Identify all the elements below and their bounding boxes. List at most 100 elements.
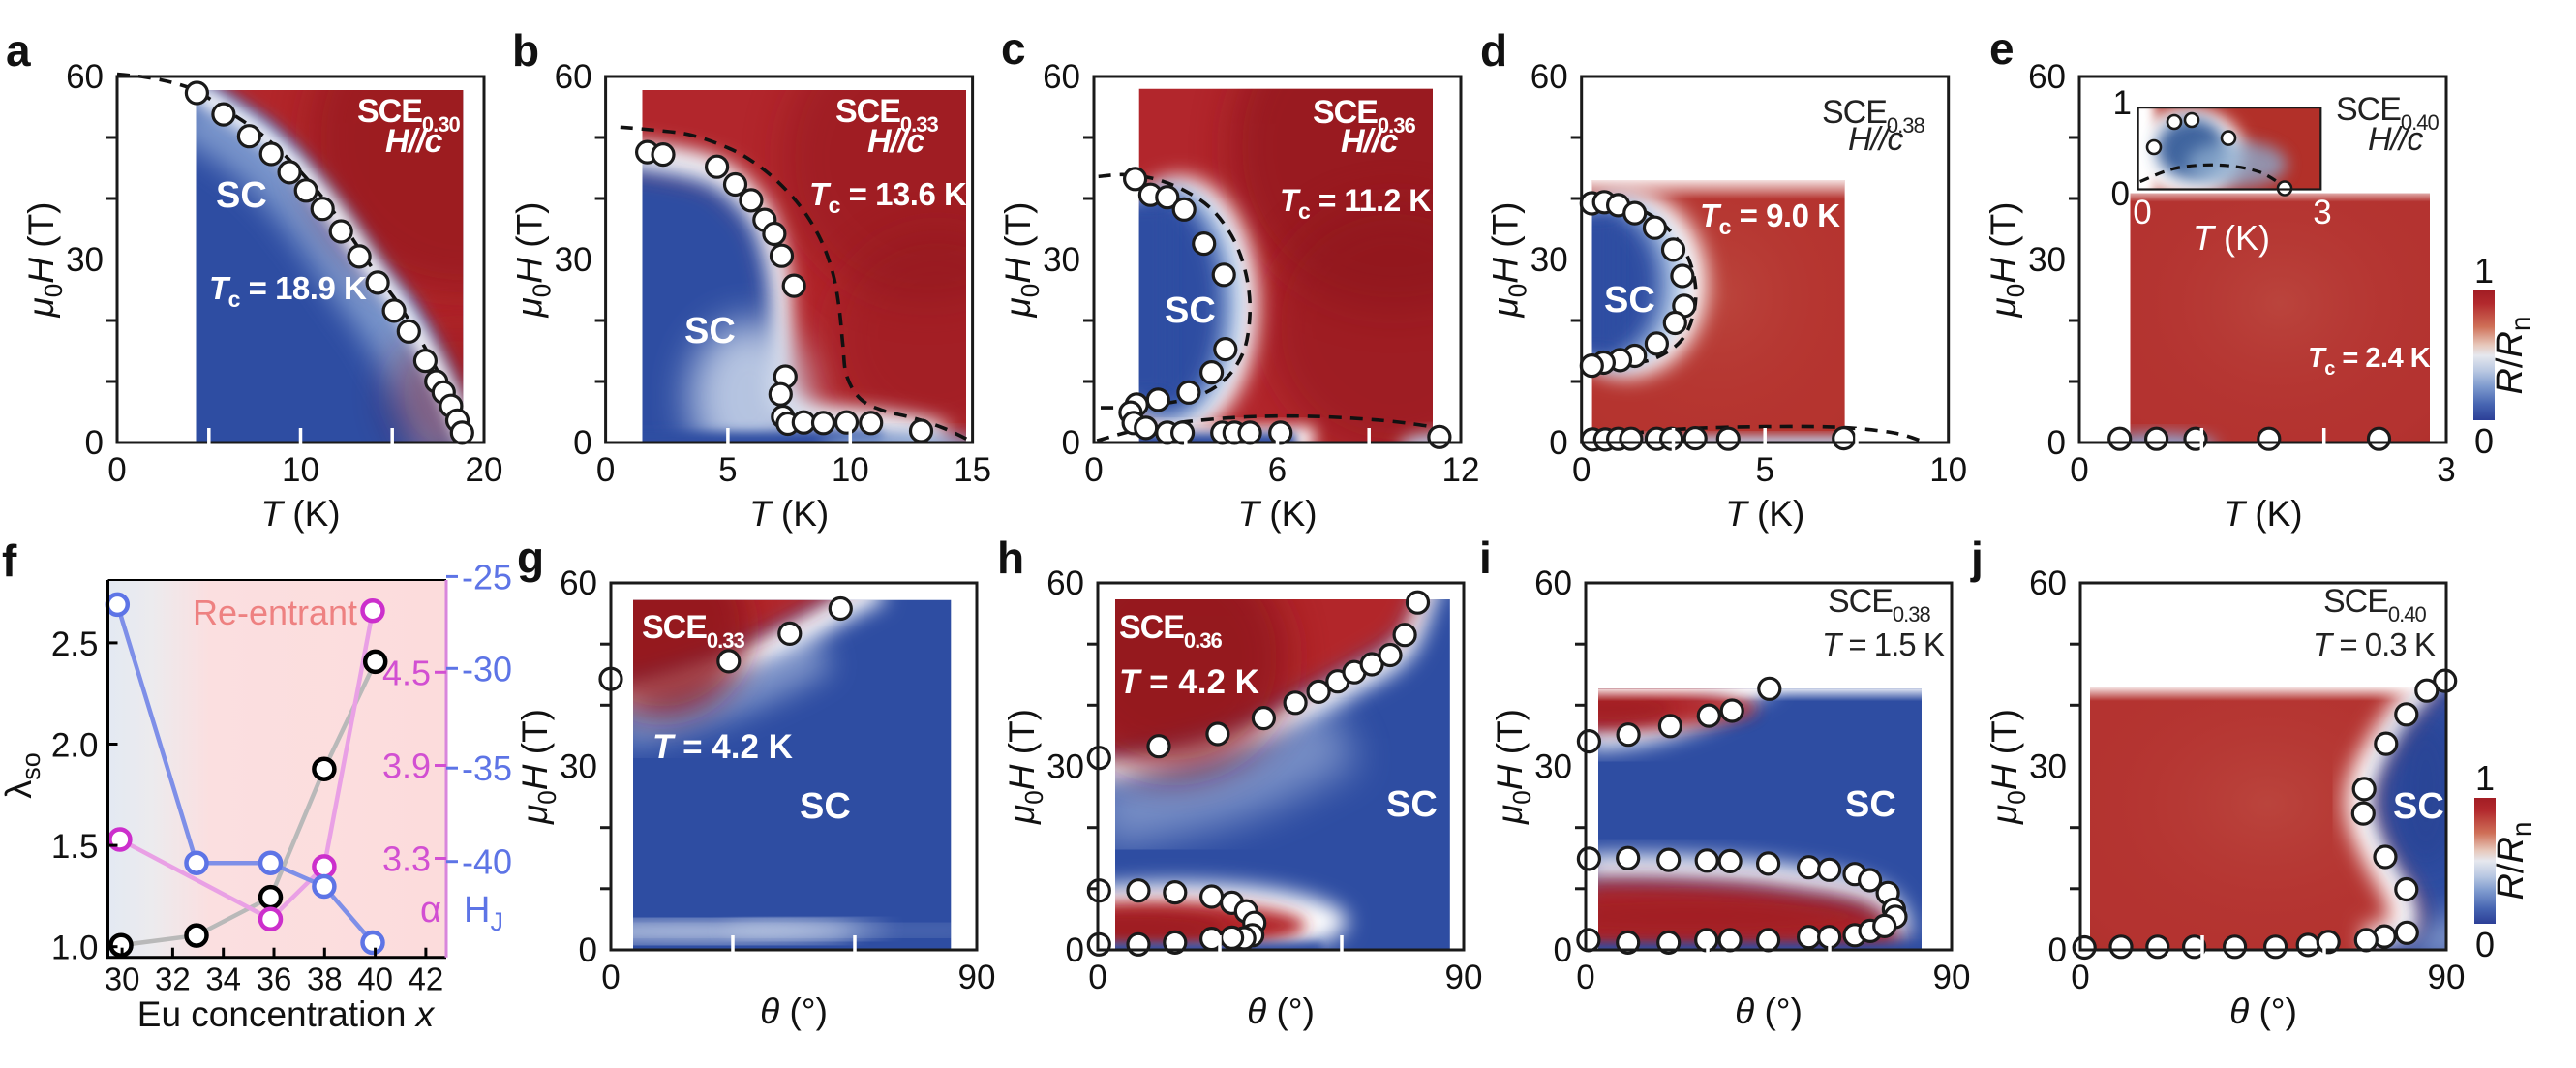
svg-text:0: 0 <box>1062 424 1080 462</box>
svg-text:Tc = 9.0 K: Tc = 9.0 K <box>1700 198 1840 239</box>
svg-text:3.3: 3.3 <box>382 839 431 879</box>
svg-text:0: 0 <box>1066 931 1084 969</box>
svg-text:60: 60 <box>66 58 104 96</box>
svg-text:1: 1 <box>2113 84 2132 122</box>
svg-text:60: 60 <box>2029 565 2067 602</box>
svg-text:T = 0.3 K: T = 0.3 K <box>2313 626 2436 662</box>
svg-text:0: 0 <box>2133 194 2151 231</box>
svg-text:5: 5 <box>718 451 737 489</box>
svg-text:i: i <box>1479 533 1492 583</box>
svg-text:T (K): T (K) <box>1237 494 1317 534</box>
svg-text:θ (°): θ (°) <box>2229 992 2297 1031</box>
svg-text:H//c: H//c <box>385 123 442 160</box>
svg-text:1: 1 <box>2475 758 2495 798</box>
svg-text:36: 36 <box>257 961 292 997</box>
svg-text:SC: SC <box>1165 290 1216 331</box>
svg-text:μ0H (T): μ0H (T) <box>1985 709 2031 825</box>
svg-text:0: 0 <box>596 451 615 489</box>
svg-text:60: 60 <box>555 58 592 96</box>
svg-text:10: 10 <box>832 451 869 489</box>
svg-text:SC: SC <box>216 175 267 216</box>
svg-text:μ0H (T): μ0H (T) <box>510 201 557 318</box>
svg-text:SCE0.33: SCE0.33 <box>835 93 939 137</box>
svg-text:1.5: 1.5 <box>51 828 99 866</box>
svg-text:μ0H (T): μ0H (T) <box>1490 709 1536 825</box>
svg-text:12: 12 <box>1442 451 1480 489</box>
svg-text:H//c: H//c <box>2368 121 2423 158</box>
svg-text:SC: SC <box>2393 786 2444 827</box>
svg-text:60: 60 <box>560 565 597 602</box>
svg-text:30: 30 <box>1530 241 1568 279</box>
svg-text:20: 20 <box>466 451 503 489</box>
svg-text:60: 60 <box>1043 58 1080 96</box>
svg-text:3: 3 <box>2313 194 2331 231</box>
svg-text:T (K): T (K) <box>1725 494 1804 534</box>
svg-text:38: 38 <box>307 961 343 997</box>
svg-text:0: 0 <box>1084 451 1103 489</box>
svg-text:0: 0 <box>2071 959 2089 996</box>
svg-text:3: 3 <box>2437 451 2455 489</box>
svg-text:90: 90 <box>1445 959 1483 996</box>
svg-text:30: 30 <box>1046 748 1084 786</box>
svg-text:0: 0 <box>2048 931 2067 969</box>
svg-text:-30: -30 <box>462 649 512 688</box>
svg-text:30: 30 <box>66 241 104 279</box>
svg-text:SC: SC <box>1845 784 1896 825</box>
svg-text:R/Rn: R/Rn <box>2490 316 2535 394</box>
svg-text:30: 30 <box>555 241 592 279</box>
svg-text:32: 32 <box>155 961 191 997</box>
svg-text:-35: -35 <box>462 748 512 788</box>
svg-text:30: 30 <box>2029 748 2067 786</box>
svg-text:μ0H (T): μ0H (T) <box>1486 201 1532 318</box>
svg-text:H//c: H//c <box>867 123 924 160</box>
svg-text:30: 30 <box>105 961 140 997</box>
svg-text:0: 0 <box>1554 931 1572 969</box>
svg-text:Re-entrant: Re-entrant <box>193 593 357 632</box>
svg-text:H//c: H//c <box>1341 123 1398 160</box>
svg-text:42: 42 <box>409 961 444 997</box>
svg-text:0: 0 <box>2475 925 2495 964</box>
svg-text:0: 0 <box>579 931 597 969</box>
svg-text:1: 1 <box>2474 251 2494 290</box>
svg-text:θ (°): θ (°) <box>1735 992 1803 1031</box>
svg-text:60: 60 <box>2028 58 2066 96</box>
svg-text:μ0H (T): μ0H (T) <box>1002 709 1048 825</box>
svg-text:30: 30 <box>560 748 597 786</box>
svg-text:T = 4.2 K: T = 4.2 K <box>652 728 793 766</box>
svg-text:SC: SC <box>800 786 851 827</box>
svg-text:g: g <box>517 533 544 583</box>
svg-text:μ0H (T): μ0H (T) <box>515 709 561 825</box>
svg-text:Tc = 18.9 K: Tc = 18.9 K <box>209 270 367 312</box>
svg-text:1.0: 1.0 <box>51 930 99 967</box>
svg-text:j: j <box>1970 533 1984 583</box>
svg-text:2.0: 2.0 <box>51 727 99 765</box>
svg-text:a: a <box>6 25 31 76</box>
svg-text:6: 6 <box>1268 451 1287 489</box>
svg-text:b: b <box>512 25 539 76</box>
svg-text:3.9: 3.9 <box>382 747 431 786</box>
svg-text:c: c <box>1001 23 1026 74</box>
svg-text:d: d <box>1480 25 1507 76</box>
svg-text:90: 90 <box>2428 959 2466 996</box>
svg-text:θ (°): θ (°) <box>760 992 828 1031</box>
svg-text:0: 0 <box>2070 451 2088 489</box>
svg-text:0: 0 <box>1572 451 1591 489</box>
svg-text:Eu concentration x: Eu concentration x <box>137 994 436 1034</box>
svg-text:α: α <box>420 890 441 931</box>
svg-text:μ0H (T): μ0H (T) <box>998 201 1045 318</box>
svg-text:0: 0 <box>601 959 620 996</box>
svg-text:T (K): T (K) <box>260 494 340 534</box>
svg-text:2.5: 2.5 <box>51 626 99 663</box>
svg-text:h: h <box>997 533 1024 583</box>
svg-text:μ0H (T): μ0H (T) <box>21 201 68 318</box>
svg-text:θ (°): θ (°) <box>1247 992 1315 1031</box>
svg-text:30: 30 <box>1043 241 1080 279</box>
svg-text:5: 5 <box>1755 451 1773 489</box>
svg-text:15: 15 <box>954 451 991 489</box>
svg-text:30: 30 <box>1534 748 1572 786</box>
svg-text:40: 40 <box>357 961 393 997</box>
svg-text:SC: SC <box>1604 280 1655 320</box>
svg-text:0: 0 <box>85 424 104 462</box>
svg-text:T (K): T (K) <box>749 494 829 534</box>
svg-text:60: 60 <box>1530 58 1568 96</box>
